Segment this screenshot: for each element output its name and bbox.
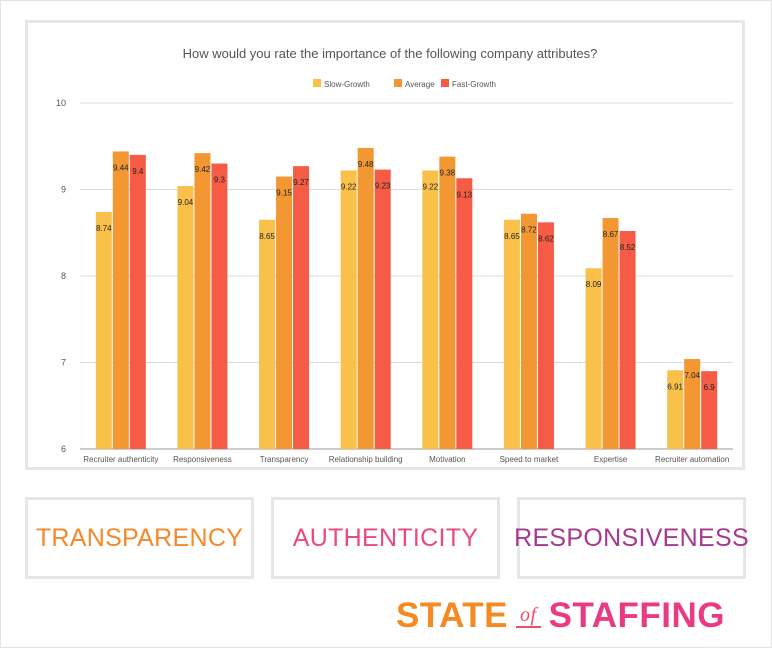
data-label: 8.74	[96, 224, 112, 233]
keyword-transparency: TRANSPARENCY	[35, 523, 244, 552]
bar	[357, 147, 374, 449]
x-tick-label: Recruiter authenticity	[83, 455, 158, 464]
keyword-authenticity: AUTHENTICITY	[292, 523, 479, 552]
legend-label: Fast-Growth	[452, 80, 496, 89]
chart-card: How would you rate the importance of the…	[25, 20, 745, 470]
data-label: 9.42	[195, 165, 211, 174]
logo-word-of: of	[516, 604, 541, 628]
y-tick-label: 7	[61, 358, 66, 368]
bar	[684, 359, 701, 449]
x-tick-label: Recruiter automation	[655, 455, 729, 464]
data-label: 6.9	[704, 383, 716, 392]
keyword-card-transparency: TRANSPARENCY	[25, 497, 254, 579]
data-label: 8.65	[504, 232, 520, 241]
keyword-card-responsiveness: RESPONSIVENESS	[514, 497, 749, 579]
y-tick-label: 10	[56, 98, 66, 108]
bar	[619, 231, 636, 449]
data-label: 9.3	[214, 176, 226, 185]
data-label: 9.23	[375, 182, 391, 191]
legend-swatch	[441, 79, 449, 87]
data-label: 8.62	[538, 234, 554, 243]
bar	[439, 156, 456, 449]
data-label: 6.91	[667, 382, 683, 391]
y-tick-label: 8	[61, 271, 66, 281]
data-label: 9.22	[423, 182, 439, 191]
x-tick-label: Expertise	[594, 455, 628, 464]
bar	[276, 176, 293, 449]
state-of-staffing-logo: STATE of STAFFING	[396, 596, 725, 636]
x-tick-label: Relationship building	[329, 455, 403, 464]
data-label: 9.27	[293, 178, 309, 187]
bar	[585, 268, 602, 449]
legend-swatch	[313, 79, 321, 87]
data-label: 8.67	[603, 230, 619, 239]
y-tick-label: 6	[61, 444, 66, 454]
legend-label: Average	[405, 80, 435, 89]
x-tick-label: Speed to market	[500, 455, 559, 464]
bar	[456, 178, 473, 449]
data-label: 7.04	[684, 371, 700, 380]
bar	[259, 219, 276, 449]
x-tick-label: Motivation	[429, 455, 465, 464]
bar	[520, 213, 537, 449]
x-axis: Recruiter authenticity Responsiveness Tran…	[83, 455, 729, 464]
bar	[194, 153, 211, 450]
data-label: 9.4	[132, 167, 144, 176]
data-label: 9.15	[276, 189, 292, 198]
bar	[211, 163, 228, 450]
data-label: 9.48	[358, 160, 374, 169]
bar-chart: How would you rate the importance of the…	[56, 46, 733, 464]
logo-word-staffing: STAFFING	[548, 596, 725, 635]
data-label: 9.04	[178, 198, 194, 207]
y-tick-label: 9	[61, 185, 66, 195]
bar	[667, 370, 684, 449]
legend-swatch	[394, 79, 402, 87]
data-label: 9.44	[113, 163, 129, 172]
data-label: 8.65	[259, 232, 275, 241]
data-label: 8.72	[521, 226, 537, 235]
logo-word-state: STATE	[396, 596, 509, 635]
keyword-card-authenticity: AUTHENTICITY	[271, 497, 500, 579]
bar	[503, 219, 520, 449]
keyword-responsiveness: RESPONSIVENESS	[514, 523, 749, 552]
x-tick-label: Responsiveness	[173, 455, 232, 464]
data-label: 9.22	[341, 182, 357, 191]
data-label: 8.52	[620, 243, 636, 252]
bar	[701, 371, 718, 449]
data-label: 9.38	[440, 169, 456, 178]
bar	[129, 154, 146, 449]
data-label: 8.09	[586, 280, 602, 289]
bar	[374, 169, 391, 450]
chart-bars: 8.749.44 9.49.049.429.38.659.159.27 9.229.…	[95, 147, 718, 450]
x-tick-label: Transparency	[260, 455, 309, 464]
bar	[537, 222, 554, 449]
bar	[602, 218, 619, 449]
bar	[293, 166, 310, 449]
chart-legend: Slow-Growth Average Fast-Growth	[313, 79, 496, 89]
data-label: 9.13	[457, 190, 473, 199]
bar	[340, 170, 357, 449]
y-axis: 6 7 8 9 10	[56, 98, 66, 454]
bar	[95, 211, 112, 449]
bar	[112, 151, 129, 449]
bar	[422, 170, 439, 449]
bar	[177, 186, 194, 450]
chart-title: How would you rate the importance of the…	[183, 46, 598, 61]
legend-label: Slow-Growth	[324, 80, 370, 89]
